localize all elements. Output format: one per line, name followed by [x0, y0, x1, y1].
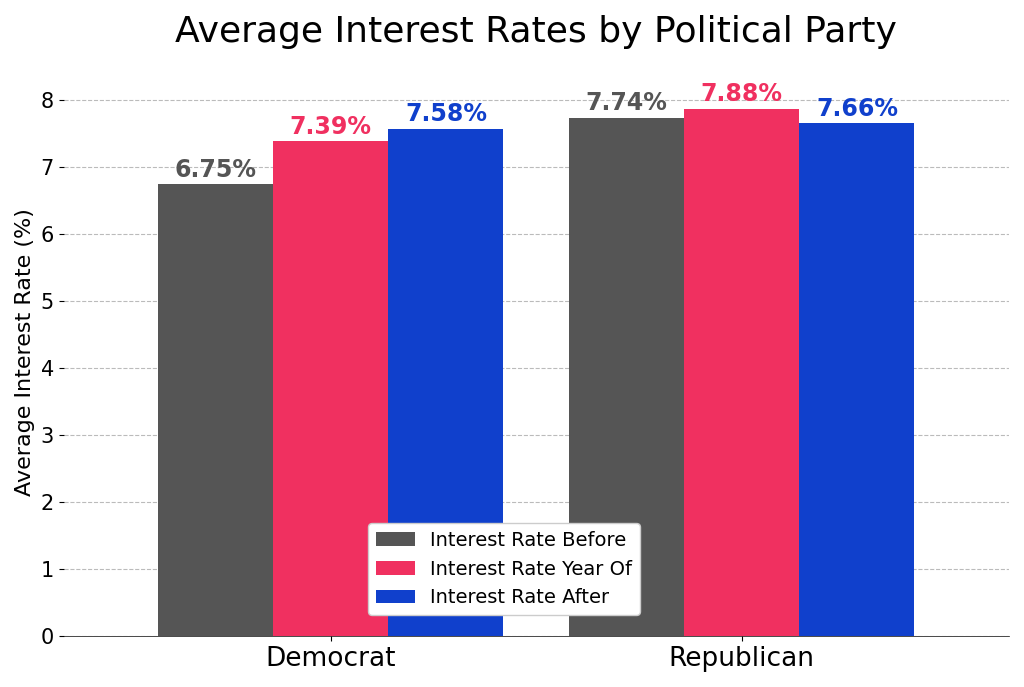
Y-axis label: Average Interest Rate (%): Average Interest Rate (%) — [15, 207, 35, 495]
Text: 7.58%: 7.58% — [404, 102, 486, 126]
Text: 7.74%: 7.74% — [586, 91, 668, 115]
Text: 7.66%: 7.66% — [816, 97, 898, 121]
Bar — [273, 142, 388, 636]
Legend: Interest Rate Before, Interest Rate Year Of, Interest Rate After: Interest Rate Before, Interest Rate Year… — [368, 523, 640, 615]
Text: 7.88%: 7.88% — [700, 82, 782, 106]
Text: 6.75%: 6.75% — [175, 157, 257, 181]
Bar — [800, 123, 914, 636]
Bar — [684, 109, 800, 636]
Bar — [569, 118, 684, 636]
Text: 7.39%: 7.39% — [290, 115, 372, 139]
Bar — [388, 128, 504, 636]
Bar — [158, 184, 273, 636]
Title: Average Interest Rates by Political Party: Average Interest Rates by Political Part… — [175, 15, 897, 49]
